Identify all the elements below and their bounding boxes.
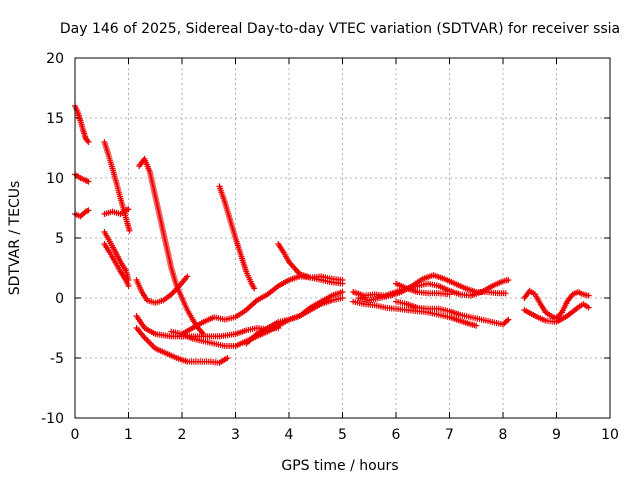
- series-arc-7: [101, 241, 132, 289]
- chart-title: Day 146 of 2025, Sidereal Day-to-day VTE…: [60, 21, 620, 37]
- data-point: [339, 295, 346, 301]
- series-arc-19: [355, 272, 509, 304]
- data-point: [126, 227, 133, 234]
- data-point: [85, 178, 92, 185]
- data-point: [473, 322, 480, 329]
- series-arc-9: [133, 273, 191, 306]
- data-point: [504, 317, 511, 324]
- data-point: [585, 304, 592, 311]
- x-tick-label: 2: [178, 427, 187, 443]
- series-arc-22: [521, 301, 592, 325]
- x-tick-label: 6: [392, 427, 401, 443]
- x-ticks: 0 1 2 3 4 5 6 7 8 9 10: [71, 58, 619, 443]
- x-tick-label: 9: [552, 427, 561, 443]
- data-points: [72, 103, 592, 366]
- x-axis-label: GPS time / hours: [281, 458, 398, 474]
- y-tick-label: -10: [41, 411, 64, 427]
- plot-frame: [74, 57, 611, 419]
- series-arc-8: [136, 155, 207, 337]
- series-arc-20: [393, 298, 512, 328]
- series-arc-6: [101, 229, 132, 283]
- series-arc-18: [350, 298, 480, 329]
- x-tick-label: 0: [71, 427, 80, 443]
- data-point: [85, 207, 92, 214]
- data-point: [125, 206, 132, 213]
- data-point: [502, 290, 509, 297]
- data-point: [505, 316, 512, 323]
- x-tick-label: 8: [499, 427, 508, 443]
- y-tick-label: 10: [46, 171, 64, 187]
- data-point: [339, 277, 346, 283]
- x-tick-label: 4: [285, 427, 294, 443]
- y-tick-label: 0: [55, 291, 64, 307]
- series-arc-10: [133, 313, 282, 340]
- data-point: [585, 292, 592, 299]
- series-arc-14: [275, 241, 346, 283]
- y-axis-label: SDTVAR / TECUs: [7, 181, 23, 296]
- series-arc-21: [393, 280, 453, 298]
- y-tick-label: 15: [46, 111, 64, 127]
- data-point: [125, 283, 132, 289]
- series-arc-23: [521, 287, 592, 322]
- series-arc-3: [72, 207, 92, 220]
- grid-lines: [75, 58, 610, 418]
- x-tick-label: 3: [231, 427, 240, 443]
- series-arc-16: [243, 289, 346, 347]
- x-tick-label: 7: [445, 427, 454, 443]
- data-point: [224, 355, 231, 361]
- x-tick-label: 5: [338, 427, 347, 443]
- data-point: [85, 139, 92, 145]
- y-tick-label: 5: [55, 231, 64, 247]
- data-point: [184, 273, 191, 280]
- data-point: [251, 285, 258, 292]
- data-point: [505, 277, 512, 283]
- x-tick-label: 1: [124, 427, 133, 443]
- data-point: [339, 289, 346, 295]
- y-tick-label: 20: [46, 51, 64, 67]
- series-arc-1: [72, 103, 92, 145]
- series-arc-5: [101, 206, 132, 217]
- data-point: [84, 137, 91, 144]
- series-arc-4: [101, 139, 133, 234]
- series-arc-11: [133, 325, 231, 366]
- series-arc-13: [216, 183, 258, 292]
- y-tick-label: -5: [50, 351, 64, 367]
- y-ticks: -10 -5 0 5 10 15 20: [41, 51, 610, 427]
- x-tick-label: 10: [601, 427, 619, 443]
- data-point: [446, 291, 453, 298]
